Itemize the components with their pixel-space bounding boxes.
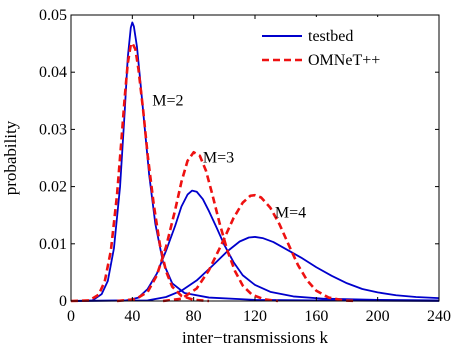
x-tick-label: 40 — [124, 308, 140, 325]
y-axis-label: probability — [1, 120, 20, 195]
y-tick-label: 0 — [59, 293, 67, 310]
x-tick-label: 240 — [427, 308, 451, 325]
y-tick-label: 0.01 — [39, 236, 67, 253]
annotations: M=2 M=3 M=4 — [152, 92, 306, 221]
x-tick-label: 0 — [67, 308, 75, 325]
series-line-omnet-m3 — [116, 150, 279, 303]
x-tick-label: 160 — [304, 308, 328, 325]
legend-label-1: OMNeT++ — [308, 52, 380, 69]
x-axis-ticks: 0 40 80 120 160 200 240 — [67, 15, 451, 325]
y-axis-ticks: 0 0.01 0.02 0.03 0.04 0.05 — [39, 7, 439, 310]
legend-label-0: testbed — [308, 28, 353, 45]
x-tick-label: 80 — [186, 308, 202, 325]
y-tick-label: 0.03 — [39, 121, 67, 138]
x-axis-label: inter−transmissions k — [182, 328, 329, 347]
legend: testbed OMNeT++ — [262, 17, 437, 71]
series-line-omnet-m4 — [162, 193, 357, 303]
x-tick-label: 200 — [366, 308, 390, 325]
y-tick-label: 0.04 — [39, 64, 67, 81]
annotation-m4: M=4 — [275, 204, 306, 221]
series-line-testbed-m4 — [70, 236, 440, 302]
series-line-testbed-m2 — [70, 21, 440, 302]
x-tick-label: 120 — [243, 308, 267, 325]
annotation-m2: M=2 — [152, 92, 183, 109]
y-tick-label: 0.02 — [39, 179, 67, 196]
y-tick-label: 0.05 — [39, 7, 67, 24]
legend-box — [282, 17, 437, 71]
series-group — [70, 21, 440, 303]
annotation-m3: M=3 — [203, 150, 234, 167]
series-line-omnet-m2 — [70, 41, 210, 303]
